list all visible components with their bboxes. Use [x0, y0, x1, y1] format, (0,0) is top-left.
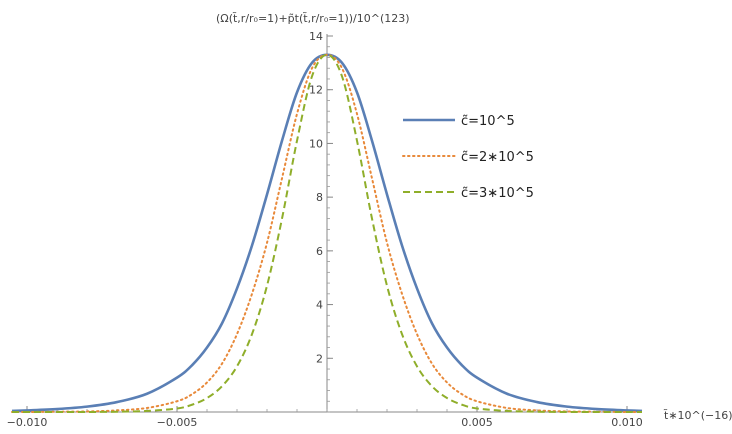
x-tick-label: −0.010: [7, 416, 48, 429]
series-line-3: [12, 53, 642, 414]
legend: c̃=10^5 c̃=2∗10^5 c̃=3∗10^5: [402, 114, 534, 201]
legend-label-1: c̃=10^5: [461, 114, 515, 129]
x-tick-label: −0.005: [157, 416, 198, 429]
x-tick-label: 0.005: [461, 416, 493, 429]
legend-label-2: c̃=2∗10^5: [461, 150, 534, 165]
y-tick-label: 4: [316, 299, 323, 312]
y-tick-label: 12: [309, 84, 323, 97]
axes: −0.010 −0.005 0.005 0.010 2 4 6 8 10 12 14: [7, 30, 643, 429]
y-tick-label: 10: [309, 137, 323, 150]
y-axis-label: (Ω(t̃,r/r₀=1)+p̃t(t̃,r/r₀=1))/10^(123): [216, 12, 410, 25]
series-layer: [11, 53, 643, 414]
y-tick-label: 6: [316, 245, 323, 258]
x-axis-label: t̃∗10^(−16): [663, 409, 732, 422]
series-line-2: [11, 53, 643, 414]
y-tick-label: 14: [309, 30, 323, 43]
y-tick-label: 2: [316, 352, 323, 365]
y-tick-label: 8: [316, 191, 323, 204]
x-tick-label: 0.010: [611, 416, 643, 429]
legend-label-3: c̃=3∗10^5: [461, 186, 534, 201]
